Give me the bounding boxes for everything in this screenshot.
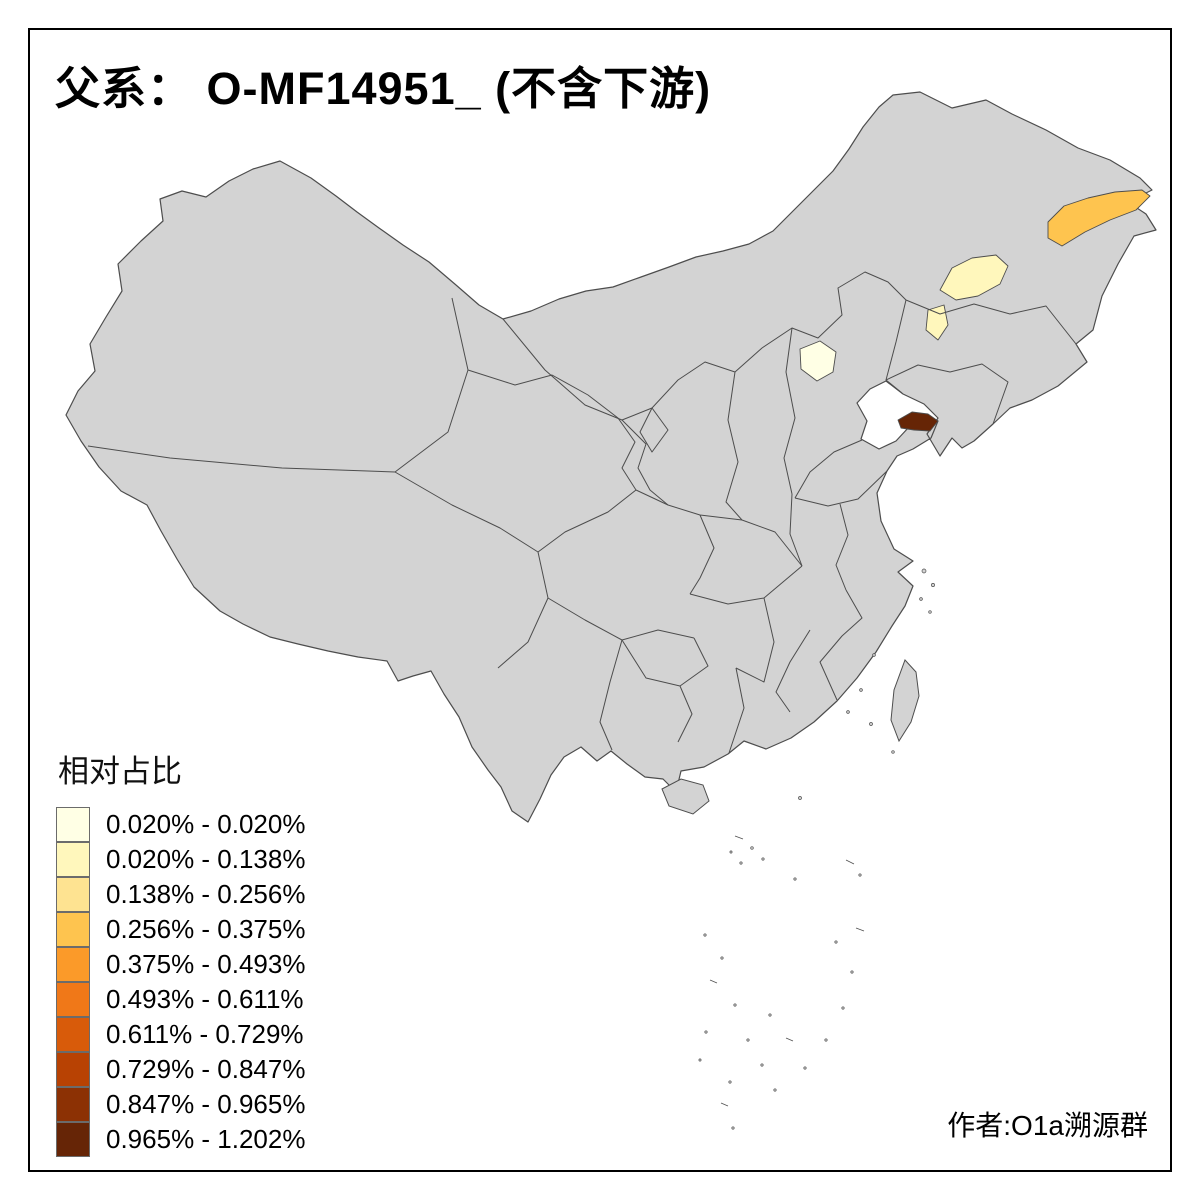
legend-swatch [56,1086,90,1122]
border-jiangsu-anhui [835,503,849,591]
border-henan-east [789,493,803,567]
region-shandong-tip [897,411,939,432]
highlighted-regions [799,189,1151,432]
legend-item: 0.965% - 1.202% [56,1121,306,1157]
map-title: 父系： O-MF14951_ (不含下游) [55,63,712,114]
border-jiangxi-fujian [775,629,811,713]
legend-item: 0.729% - 0.847% [56,1051,306,1087]
legend-swatch [56,981,90,1017]
legend-label: 0.020% - 0.138% [106,844,306,874]
legend-item: 0.256% - 0.375% [56,911,306,947]
border-yunnan-east [599,639,623,751]
border-jilin-liaoning [885,363,1009,425]
legend-label: 0.256% - 0.375% [106,914,306,944]
border-heilongjiang-jilin [905,299,1077,345]
small-islands [698,568,935,1130]
hainan-island [661,778,710,815]
border-qinghai [467,369,637,553]
legend-swatch [56,1121,90,1157]
legend-swatch [56,1016,90,1052]
legend-label: 0.020% - 0.020% [106,809,306,839]
region-jilin-central [939,254,1009,301]
china-mainland [65,91,1157,823]
legend-label: 0.375% - 0.493% [106,949,306,979]
border-gansu-shaanxi [621,419,669,506]
border-shanxi-east [783,327,796,495]
legend-label: 0.847% - 0.965% [106,1089,306,1119]
legend-swatch [56,841,90,877]
border-guangdong-guangxi [728,667,745,754]
legend-item: 0.847% - 0.965% [56,1086,306,1122]
legend-swatch [56,876,90,912]
legend: 相对占比 0.020% - 0.020% 0.020% - 0.138% 0.1… [56,746,305,1157]
legend-item: 0.020% - 0.020% [56,806,306,842]
legend-item: 0.611% - 0.729% [56,1016,305,1052]
legend-item: 0.375% - 0.493% [56,946,306,982]
legend-swatch [56,946,90,982]
border-shandong-west [794,439,863,499]
taiwan-island [890,659,920,743]
border-zhejiang-fujian [819,589,863,701]
border-hunan-guangxi [677,685,693,743]
author-credit: 作者:O1a溯源群 [947,1110,1148,1141]
border-hubei-north [741,519,803,567]
legend-label: 0.611% - 0.729% [106,1019,304,1049]
border-hubei-south [689,565,803,605]
region-beijing [799,340,837,382]
legend-item: 0.493% - 0.611% [56,981,305,1017]
legend-item: 0.138% - 0.256% [56,876,306,912]
legend-label: 0.965% - 1.202% [106,1124,306,1154]
province-borders [87,271,1077,754]
legend-label: 0.493% - 0.611% [106,984,304,1014]
legend-swatch [56,911,90,947]
legend-item: 0.020% - 0.138% [56,841,306,877]
border-sichuan-north [635,489,743,521]
legend-label: 0.729% - 0.847% [106,1054,306,1084]
legend-swatch [56,806,90,842]
border-ningxia [639,407,669,453]
islands [661,659,920,815]
legend-title: 相对占比 [58,754,182,789]
border-hunan-jiangxi [735,597,775,683]
legend-swatch [56,1051,90,1087]
legend-label: 0.138% - 0.256% [106,879,306,909]
border-inner-mongolia-east [885,299,907,394]
border-chongqing [689,514,715,595]
border-inner-mongolia-south [502,271,907,421]
border-shanxi-west [725,371,743,521]
border-shandong-south [794,470,888,507]
region-heilongjiang-northeast [1047,189,1151,247]
